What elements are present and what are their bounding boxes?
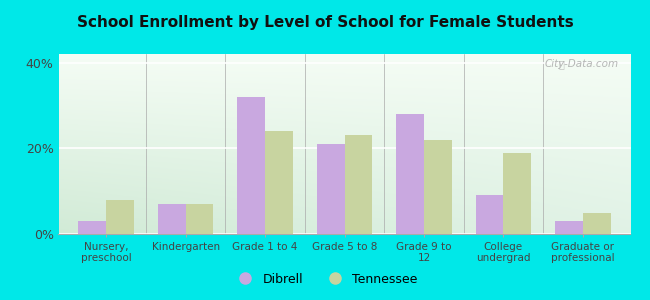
Bar	[186, 204, 213, 234]
Bar	[555, 221, 583, 234]
Legend: Dibrell, Tennessee: Dibrell, Tennessee	[227, 268, 422, 291]
Bar	[265, 131, 293, 234]
Bar	[317, 144, 345, 234]
Bar	[476, 195, 503, 234]
Text: 🔍: 🔍	[559, 59, 565, 69]
Bar	[237, 97, 265, 234]
Bar	[583, 213, 610, 234]
Bar	[79, 221, 106, 234]
Bar	[344, 135, 372, 234]
Bar	[158, 204, 186, 234]
Text: City-Data.com: City-Data.com	[545, 59, 619, 69]
Bar	[106, 200, 134, 234]
Bar	[396, 114, 424, 234]
Bar	[503, 153, 531, 234]
Bar	[424, 140, 452, 234]
Text: School Enrollment by Level of School for Female Students: School Enrollment by Level of School for…	[77, 15, 573, 30]
